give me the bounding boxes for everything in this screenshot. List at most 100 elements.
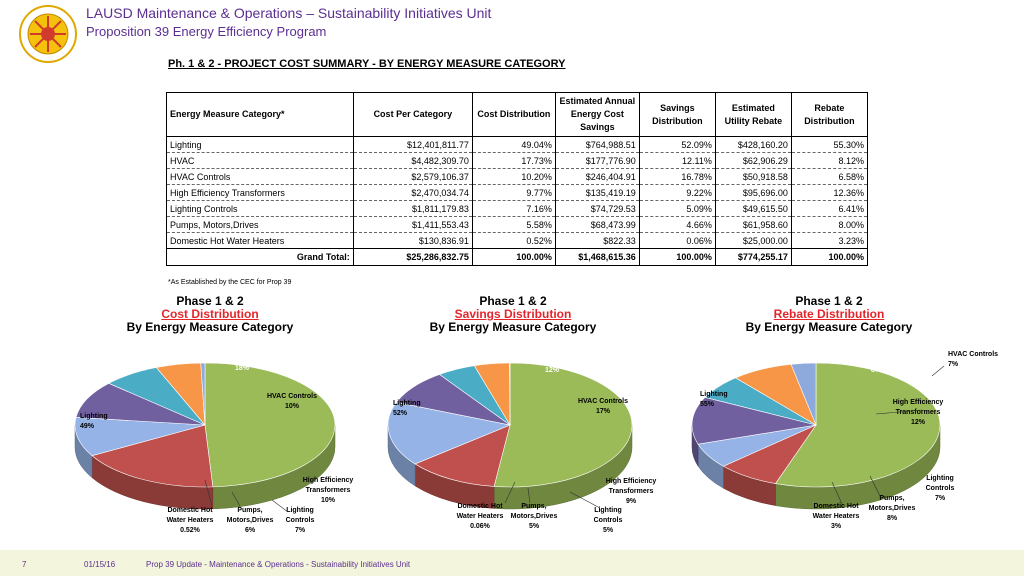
cost-summary-table: Energy Measure Category* Cost Per Catego… [166,92,869,266]
header-unit-title: LAUSD Maintenance & Operations – Sustain… [86,5,492,21]
table-cell: 17.73% [471,152,556,169]
pie-data-label: High Efficiency Transformers 10% [303,477,354,504]
pie-label-line: Pumps, [879,495,904,502]
table-cell: 5.58% [471,216,556,233]
pie-data-label: Lighting Controls 7% [926,475,955,502]
chart-title-line: By Energy Measure Category [429,320,597,334]
pie-label-line: 5% [603,527,614,534]
table-cell: 49.04% [471,136,556,153]
pie-label-line: Water Heaters [167,517,214,524]
chart-title-subject: Savings Distribution [454,307,572,321]
grand-total-label: Grand Total: [166,248,354,266]
pie-slice-lighting [493,362,633,488]
table-cell: $12,401,811.77 [352,136,473,153]
pie-label-line: Domestic Hot [813,503,859,510]
pie-depth [691,424,941,510]
pie-data-label: HVAC Controls 7% [948,351,998,368]
pie-data-label: Pumps, Motors,Drives 8% [869,495,916,522]
pie-label-line: Water Heaters [813,513,860,520]
table-cell: 7.16% [471,200,556,217]
table-cell: 12.36% [790,184,869,201]
chart-title-line: By Energy Measure Category [126,320,294,334]
pie-leader-line [569,491,601,509]
col-header-cost: Cost Per Category [352,92,473,137]
pie-label-line: Motors,Drives [227,517,274,524]
pie-label-line: 18% [235,365,250,372]
pie-label-line: Lighting [594,507,622,514]
col-header-utility-rebate: Estimated Utility Rebate [714,92,792,137]
pie-slice-high-efficiency-transformers [75,382,206,426]
pie-label-line: High Efficiency [893,399,944,406]
table-cell: 55.30% [790,136,869,153]
table-cell: $2,470,034.74 [352,184,473,201]
pie-label-line: Motors,Drives [869,505,916,512]
pie-label-line: 3% [831,523,842,530]
pie-label-line: Transformers [306,487,351,494]
pie-leader-line [931,365,945,377]
pie-leader-line [831,481,843,505]
grand-total-row: Grand Total: $25,286,832.75 100.00% $1,4… [166,248,869,266]
chart-title-line: Phase 1 & 2 [479,294,547,308]
table-cell: 5.09% [638,200,716,217]
pie-label-line: Transformers [609,488,654,495]
pie-label-line: Water Heaters [457,513,504,520]
table-row: High Efficiency Transformers $2,470,034.… [166,184,869,201]
pie-chart-1: Lighting 49%HVAC 18%HVAC Controls 10%High E… [74,355,354,534]
lausd-seal-logo [19,5,77,63]
col-header-category: Energy Measure Category* [166,92,354,137]
pie-label-line: Lighting [286,507,314,514]
chart-title-subject: Rebate Distribution [773,307,885,321]
pie-leader-line [204,479,213,507]
page-number: 7 [22,560,27,569]
table-cell: $25,286,832.75 [352,248,473,266]
pie-label-line: 17% [596,408,611,415]
cost-chart-title: Phase 1 & 2 Cost Distribution By Energy … [105,295,315,334]
table-cell: 8.00% [790,216,869,233]
pie-slice-high-efficiency-transformers [691,397,817,445]
pie-label-line: 55% [700,401,715,408]
pie-slice-hvac [414,424,511,487]
table-row: Lighting Controls $1,811,179.83 7.16% $7… [166,200,869,217]
savings-chart-title: Phase 1 & 2 Savings Distribution By Ener… [408,295,618,334]
pie-label-line: 8% [871,367,882,374]
pie-label-line: HVAC Controls [578,398,628,405]
table-title: Ph. 1 & 2 - PROJECT COST SUMMARY - BY EN… [168,58,566,70]
pie-label-line: Domestic Hot [167,507,213,514]
table-header-row: Energy Measure Category* Cost Per Catego… [166,92,869,137]
pie-charts: Lighting 49% HVAC 18% HVAC Controls 10% High E… [74,351,998,534]
table-cell: $1,411,553.43 [352,216,473,233]
pie-data-label: High Efficiency Transformers 12% [893,399,944,426]
pie-label-line: HVAC [866,357,885,364]
table-cell: 12.11% [638,152,716,169]
pie-label-line: 0.06% [470,523,491,530]
pie-label-line: 10% [321,497,336,504]
pie-label-line: Pumps, [237,507,262,514]
col-header-annual-savings: Estimated Annual Energy Cost Savings [554,92,640,137]
pie-label-line: 6% [245,527,256,534]
pie-label-line: HVAC Controls [267,393,317,400]
pie-data-label: Lighting Controls 7% [286,507,315,534]
pie-data-label: High Efficiency Transformers 9% [606,478,657,505]
pie-slice-domestic-hot-water-heaters [200,362,206,426]
pie-label-line: 7% [948,361,959,368]
pie-leader-line [231,491,241,507]
pie-data-label: Lighting 49% [80,413,108,430]
pie-data-label: Domestic Hot Water Heaters 0.06% [457,503,504,530]
footer-bar: 7 01/15/16 Prop 39 Update - Maintenance … [0,550,1024,576]
pie-slice-hvac-controls [74,417,206,456]
header-program-title: Proposition 39 Energy Efficiency Program [86,24,327,39]
table-cell: 16.78% [638,168,716,185]
table-row: HVAC Controls $2,579,106.37 10.20% $246,… [166,168,869,185]
pie-label-line: 12% [545,367,560,374]
table-cell: 100.00% [471,248,556,266]
pie-leader-line [875,409,923,415]
table-cell: 4.66% [638,216,716,233]
table-row: HVAC $4,482,309.70 17.73% $177,776.90 12… [166,152,869,169]
table-row: Pumps, Motors,Drives $1,411,553.43 5.58%… [166,216,869,233]
pie-label-line: 52% [393,410,408,417]
chart-title-line: Phase 1 & 2 [795,294,863,308]
table-cell: 52.09% [638,136,716,153]
table-cell: $1,811,179.83 [352,200,473,217]
pie-slice-hvac [91,424,214,488]
table-footnote: *As Established by the CEC for Prop 39 [168,279,292,286]
